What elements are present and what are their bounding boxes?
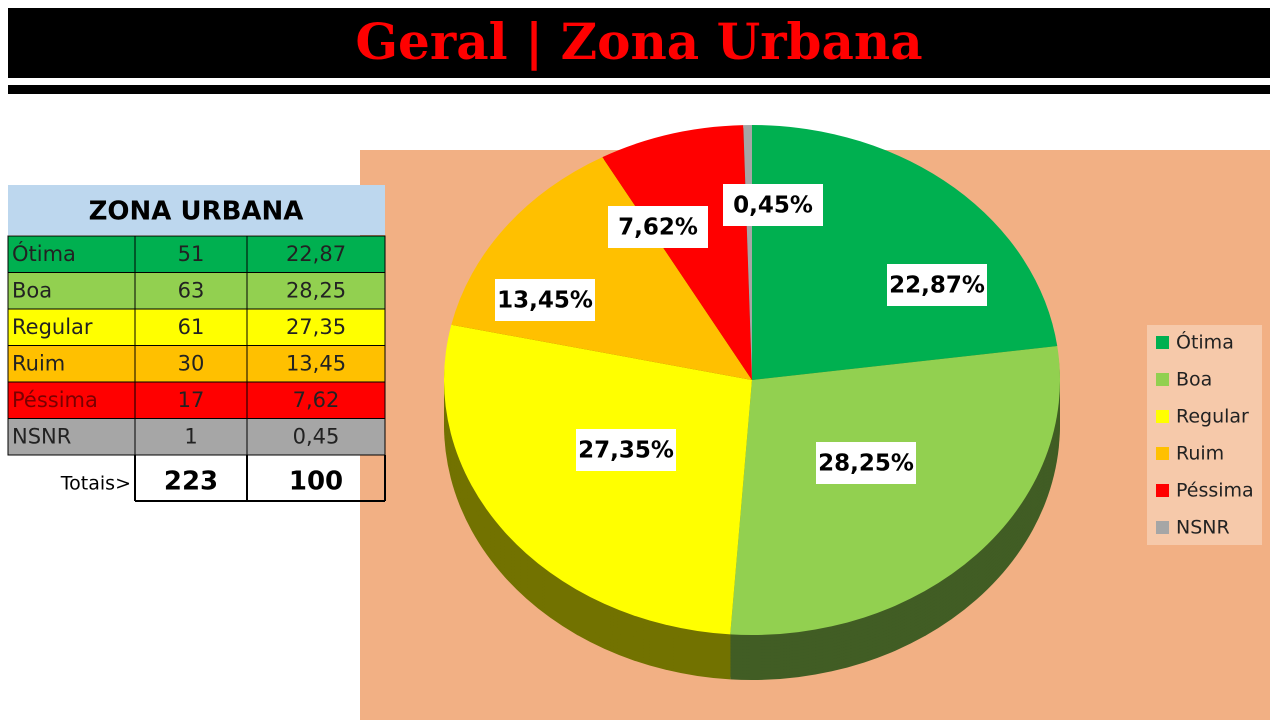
pie-slice [752,125,1058,380]
legend-swatch [1156,373,1169,386]
data-label: 28,25% [818,451,914,477]
pie-slice [451,157,752,380]
data-label: 0,45% [733,193,813,219]
legend-box [1147,325,1262,545]
data-label-box [495,279,595,321]
table-row-bg [7,235,386,273]
legend-swatch [1156,336,1169,349]
pie-slice [443,324,752,635]
table: ZONA URBANA Ótima 51 22,87 Boa 63 28,25 Regular… [7,185,386,502]
data-label: 13,45% [497,288,593,314]
pie-slice [602,125,752,380]
table-cell: 28,25 [286,279,346,303]
table-cell: NSNR [12,425,71,449]
legend-swatch [1156,447,1169,460]
table-cell: 0,45 [293,425,340,449]
table-total-label: Totais> [60,473,131,495]
legend-label: Ótima [1176,330,1234,354]
title-bar [8,8,1270,78]
legend-swatch [1156,521,1169,534]
pie-slice [730,346,1060,635]
legend-label: Boa [1176,369,1212,391]
legend-swatch [1156,484,1169,497]
table-cell: Péssima [12,388,98,412]
legend-swatch [1156,410,1169,423]
table-cell: Regular [12,315,93,339]
data-label-box [608,206,708,248]
legend-label: Péssima [1176,480,1254,502]
table-cell: 63 [178,279,205,303]
table-row-bg [7,272,386,310]
table-cell: 22,87 [286,242,346,266]
table-cell: 61 [178,315,205,339]
data-label-box [816,442,916,484]
table-cell: Ruim [12,352,65,376]
table-cell: 51 [178,242,205,266]
title-rule [8,85,1270,94]
table-header-bg [8,185,385,235]
table-cell: 7,62 [293,388,340,412]
slide-title: Geral | Zona Urbana [355,12,922,72]
table-cell: Ótima [12,241,76,266]
table-cell: 13,45 [286,352,346,376]
pie: 22,87% 28,25% 27,35% 13,45% 7,62% 0,45% [443,125,1060,680]
legend: Ótima Boa Regular Ruim Péssima NSNR [1156,330,1254,539]
data-label-box [887,264,987,306]
table-cell: 27,35 [286,315,346,339]
table-row-bg [7,381,386,419]
table-row-bg [7,308,386,346]
table-cell: 17 [178,388,205,412]
table-total: 100 [289,467,343,497]
legend-label: Regular [1176,406,1249,428]
table-header: ZONA URBANA [89,197,304,227]
table-row-bg [7,418,386,456]
data-label-box [576,429,676,471]
table-cell: 1 [184,425,197,449]
legend-label: NSNR [1176,517,1230,539]
table-cell: 30 [178,352,205,376]
data-label: 22,87% [889,273,985,299]
data-label: 7,62% [618,215,698,241]
table-cell: Boa [12,279,52,303]
legend-label: Ruim [1176,443,1224,465]
table-total: 223 [164,467,218,497]
data-label-box [723,184,823,226]
data-label: 27,35% [578,438,674,464]
